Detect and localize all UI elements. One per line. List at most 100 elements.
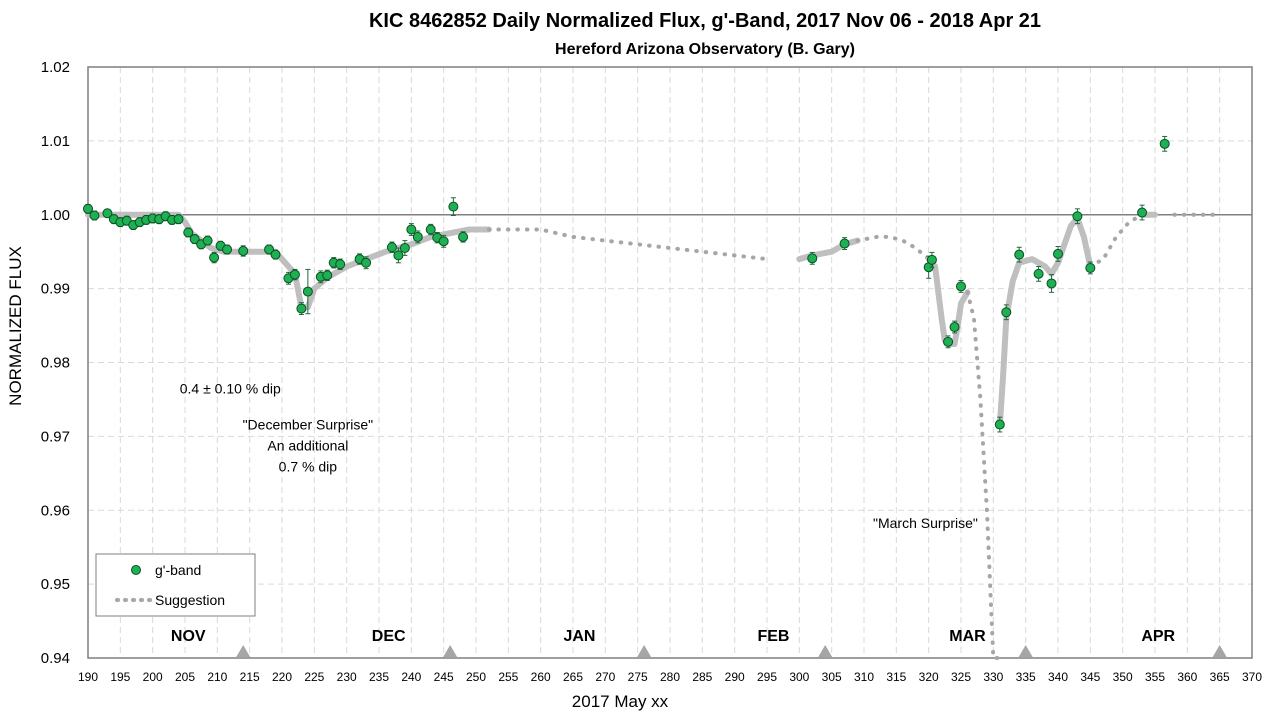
data-point [1072,211,1083,222]
data-point [183,227,194,238]
x-tick-label: 255 [498,670,518,684]
data-points [83,135,1170,433]
legend-gband-label: g'-band [155,562,201,578]
data-point [1053,248,1063,259]
suggestion-solid-segment [996,215,1094,429]
data-point [406,224,417,235]
x-axis-label: 2017 May xx [572,692,669,711]
data-point [458,231,469,242]
x-tick-label: 250 [466,670,486,684]
annotations: 0.4 ± 0.10 % dip "December Surprise" An ad… [180,380,978,530]
x-tick-label: 315 [886,670,906,684]
y-tick-label: 1.02 [41,59,70,76]
suggestion-dotted-segment [965,290,1002,660]
x-axis-ticks: 190 195 200 205 210 215 220 225 230 235 240 245 250 2… [78,670,1262,684]
annotation-text: "March Surprise" [873,515,978,531]
x-tick-label: 300 [789,670,809,684]
data-point [270,249,281,260]
x-tick-label: 260 [531,670,551,684]
month-label: MAR [949,628,986,645]
annotation-text: 0.4 ± 0.10 % dip [180,380,281,396]
data-point [1001,307,1012,318]
x-tick-label: 235 [369,670,389,684]
y-tick-label: 0.98 [41,355,70,372]
suggestion-dotted-segment [855,234,931,262]
x-tick-label: 335 [1016,670,1036,684]
data-point [1137,207,1148,218]
x-tick-label: 270 [595,670,615,684]
data-point [189,234,200,245]
data-point [438,236,449,247]
chart-subtitle: Hereford Arizona Observatory (B. Gary) [555,41,855,58]
y-axis-label: NORMALIZED FLUX [6,246,25,406]
data-point [335,259,346,270]
month-label: APR [1141,628,1175,645]
x-tick-label: 245 [434,670,454,684]
data-point [238,245,249,256]
legend-suggestion-label: Suggestion [155,592,225,608]
data-point [994,419,1005,430]
data-point [289,269,300,280]
suggestion-solid-segment [925,256,971,347]
data-point [173,214,184,225]
data-point [1046,278,1057,289]
data-point [1159,138,1170,149]
x-tick-label: 205 [175,670,195,684]
x-tick-label: 220 [272,670,292,684]
month-label: FEB [757,628,789,645]
y-tick-label: 1.01 [41,133,70,150]
legend-box [95,553,256,617]
month-marker-triangle [443,645,458,657]
annotation-text: "December Surprise" [243,417,374,433]
data-point [264,244,275,255]
chart-title: KIC 8462852 Daily Normalized Flux, g'-Ba… [369,10,1041,32]
y-tick-label: 0.99 [41,281,70,298]
annotation-text: 0.7 % dip [279,459,338,475]
x-tick-label: 310 [854,670,874,684]
x-tick-label: 280 [660,670,680,684]
x-tick-label: 290 [725,670,745,684]
data-point [425,224,436,235]
month-marker-triangle [236,645,251,657]
x-tick-label: 325 [951,670,971,684]
data-point [839,238,850,249]
data-point [102,208,113,219]
y-tick-label: 0.94 [41,650,70,667]
month-label: NOV [171,628,206,645]
data-point [202,235,213,246]
x-tick-label: 320 [919,670,939,684]
x-tick-label: 265 [563,670,583,684]
x-tick-label: 240 [401,670,421,684]
month-label: DEC [372,628,406,645]
data-point [1085,262,1096,273]
data-point [393,250,404,261]
x-tick-label: 365 [1210,670,1230,684]
gridlines [88,67,1252,658]
data-point [399,242,410,253]
month-marker-triangle [637,645,652,657]
month-label: JAN [563,628,595,645]
x-tick-label: 195 [110,670,130,684]
data-point [412,231,423,242]
data-point [361,257,372,268]
x-tick-label: 210 [207,670,227,684]
legend-gband-marker [131,565,141,575]
x-tick-label: 355 [1145,670,1165,684]
month-marker-triangle [1212,645,1227,657]
month-boundary-markers [236,645,1227,657]
data-point [949,322,960,333]
x-tick-label: 295 [757,670,777,684]
suggestion-dotted-segment [486,227,769,262]
x-tick-label: 285 [692,670,712,684]
x-tick-label: 200 [143,670,163,684]
x-tick-label: 230 [337,670,357,684]
month-labels: NOV DEC JAN FEB MAR APR [171,628,1176,645]
x-tick-label: 275 [628,670,648,684]
y-tick-label: 0.97 [41,428,70,445]
data-point [222,244,233,255]
suggestion-dotted-segment [1088,212,1145,269]
data-point [448,201,459,212]
legend: g'-band Suggestion [95,553,256,617]
x-tick-label: 370 [1242,670,1262,684]
